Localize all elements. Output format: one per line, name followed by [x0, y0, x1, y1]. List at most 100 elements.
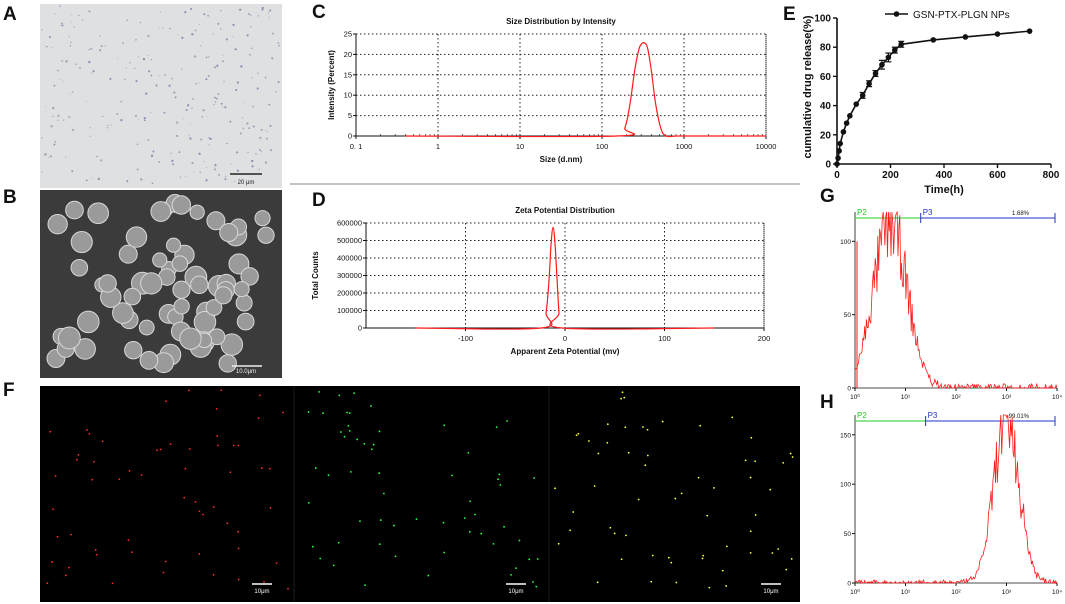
data-point	[834, 161, 840, 167]
fluorescent-dot	[637, 498, 640, 501]
fluorescent-dot	[463, 517, 466, 520]
fluorescent-dot	[378, 472, 381, 474]
fluorescent-dot	[260, 467, 263, 470]
fluorescent-dot	[725, 545, 728, 548]
fluorescent-dot	[749, 476, 752, 479]
y-axis-label: cumulative drug release(%)	[802, 15, 814, 158]
fluorescent-dot	[467, 451, 470, 454]
fluorescent-dot	[499, 484, 502, 486]
fluorescent-dot	[49, 430, 52, 433]
sem-particle	[171, 195, 192, 215]
panel-b-sem-image: 10.0μm	[40, 190, 282, 378]
sem-particle	[165, 237, 182, 253]
fluorescent-dot	[378, 430, 381, 433]
fluorescent-dot	[370, 405, 372, 407]
fluorescent-dot	[77, 454, 80, 456]
fluorescent-dot	[469, 500, 472, 503]
fluorescent-dot	[237, 530, 240, 533]
sem-particle	[124, 341, 143, 360]
fluorescent-dot	[535, 585, 538, 588]
fluorescent-dot	[220, 389, 223, 392]
sem-particle	[139, 351, 159, 370]
fluorescent-dot	[754, 460, 757, 463]
fluorescent-dot	[609, 526, 612, 529]
fluorescent-dot	[118, 478, 121, 480]
fluorescent-dot	[575, 434, 578, 437]
chart-c-size-distribution: 0. 1 1 10 100 1000 10000 0 5 10 15 20 25 Size Distri…	[327, 17, 776, 164]
fluorescent-dot	[111, 582, 114, 585]
fluorescent-dot	[624, 426, 627, 429]
sem-particle	[189, 204, 205, 220]
panel-a-micrograph: 20 μm	[40, 4, 282, 188]
fluorescent-dot	[650, 580, 653, 583]
fluorescent-dot	[749, 552, 752, 554]
fluorescent-dot	[572, 511, 575, 513]
sem-particle	[171, 255, 189, 272]
fluorescent-dot	[348, 412, 351, 414]
fluorescent-dot	[46, 582, 49, 585]
x-tick-label: 800	[1043, 170, 1060, 181]
sem-particle	[228, 253, 250, 275]
fluorescent-dot	[749, 530, 752, 533]
fluorescent-dot	[307, 411, 310, 413]
fluorescent-dot	[506, 420, 508, 422]
sem-particle	[236, 312, 255, 331]
y-axis-label: Total Counts	[311, 251, 320, 300]
fluorescent-dot	[56, 535, 59, 538]
fluorescent-dot	[237, 578, 240, 581]
data-point	[891, 47, 898, 53]
fluorescent-dot	[790, 558, 793, 560]
fluorescent-dot	[701, 557, 704, 560]
fluorescent-dot	[347, 424, 350, 427]
fluorescent-dot	[777, 548, 780, 550]
fluorescent-dot	[184, 467, 187, 470]
fluorescent-dot	[95, 553, 98, 556]
fluorescent-dot	[620, 397, 623, 400]
fluorescent-dot	[263, 580, 265, 583]
y-tick-label: 300000	[337, 271, 362, 280]
fluorescent-dot	[314, 467, 317, 469]
sem-particle	[65, 200, 84, 220]
fluorescent-dot	[646, 454, 649, 457]
x-tick-label: 200	[758, 334, 771, 343]
y-tick-label: 0	[825, 160, 831, 171]
gate-percent: 99.01%	[1009, 414, 1030, 420]
sem-particle	[123, 287, 142, 306]
fluorescent-dot	[744, 459, 747, 462]
x-tick-label: 1000	[676, 142, 693, 151]
fluorescent-dot	[725, 585, 728, 587]
y-tick-label: 100	[814, 14, 831, 25]
fluorescent-dot	[606, 441, 609, 444]
chart-g-flow-histogram: 10⁰ 10¹ 10² 10³ 10⁴ 0 50 100 P2 P3 1.68%	[840, 208, 1062, 401]
fluorescent-dot	[674, 497, 677, 500]
fluorescent-dot	[183, 496, 186, 499]
fluorescent-dot	[557, 542, 560, 545]
fluorescent-dot	[569, 529, 572, 532]
fluorescent-dot	[379, 519, 382, 521]
data-point	[1026, 28, 1033, 34]
fluorescent-dot	[443, 424, 446, 427]
fluorescent-dot	[165, 400, 167, 403]
fluorescent-dot	[364, 584, 366, 587]
sem-particle	[74, 338, 96, 360]
y-tick-label: 0	[348, 132, 352, 141]
panel-f-scale-bar: 10μm	[763, 589, 778, 595]
fluorescent-dot	[480, 532, 483, 535]
fluorescent-dot	[593, 485, 596, 487]
y-tick-label: 80	[820, 43, 832, 54]
panel-letter-f: F	[3, 380, 15, 401]
gate-p2-label: P2	[857, 411, 867, 420]
data-point	[866, 80, 872, 87]
fluorescent-dot	[702, 554, 705, 557]
fluorescent-dot	[587, 440, 590, 442]
x-tick-label: 10²	[951, 394, 961, 401]
fluorescent-dot	[311, 545, 314, 548]
data-point	[847, 113, 853, 119]
fluorescent-dot	[94, 549, 97, 551]
y-tick-label: 15	[344, 70, 352, 79]
fluorescent-dot	[229, 471, 232, 474]
data-point	[843, 120, 850, 126]
fluorescent-dot	[621, 391, 624, 394]
fluorescent-dot	[497, 478, 499, 481]
